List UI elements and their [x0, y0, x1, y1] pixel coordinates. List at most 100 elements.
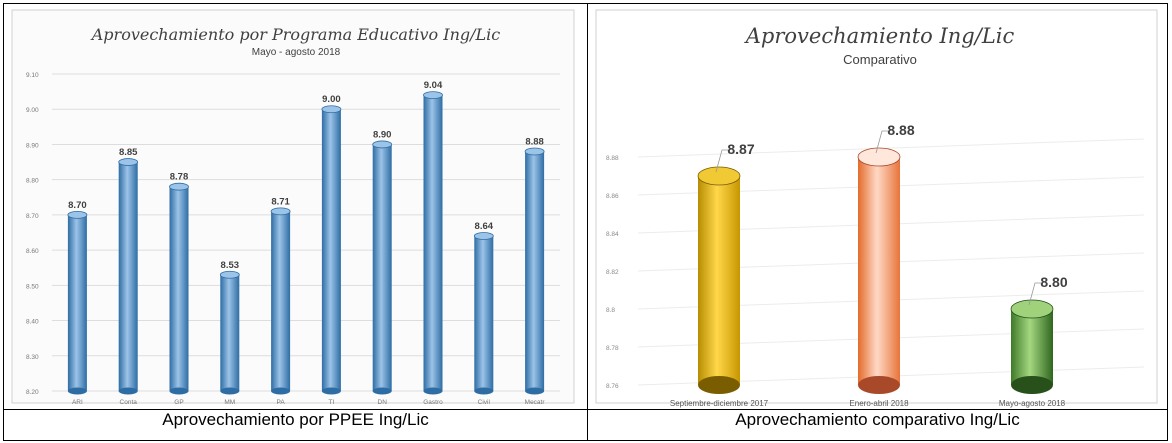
bar-top: [169, 182, 189, 191]
leader-line: [715, 149, 728, 173]
y-tick-label: 8.70: [26, 213, 39, 220]
y-tick-label: 8.88: [606, 155, 619, 162]
x-tick-label: Septiembre-diciembre 2017: [670, 399, 769, 408]
bar-base: [525, 387, 545, 395]
y-tick-label: 8.80: [26, 178, 39, 185]
chart-comparativo: Aprovechamiento Ing/Lic Comparativo 8.76 8.…: [595, 9, 1158, 408]
chart-subtitle: Mayo - agosto 2018: [252, 47, 341, 58]
data-label: 8.64: [475, 221, 494, 232]
y-tick-label: 8.86: [606, 193, 619, 200]
bar-base: [372, 387, 392, 395]
cylinder-2: [857, 147, 901, 394]
bar-top: [423, 91, 443, 100]
bar-body: [372, 144, 392, 391]
right-chart-cell: Aprovechamiento Ing/Lic Comparativo 8.76 8.…: [587, 3, 1168, 410]
data-label: 9.00: [322, 94, 341, 105]
bar-base: [169, 387, 189, 395]
bar-body: [525, 151, 545, 391]
x-tick-label: Enero-abril 2018: [849, 399, 909, 408]
data-label: 8.88: [887, 122, 914, 138]
data-label: 8.88: [525, 136, 544, 147]
chart-title: Aprovechamiento por Programa Educativo I…: [90, 25, 501, 44]
data-label: 9.04: [424, 80, 443, 91]
bar-top: [67, 210, 88, 219]
data-label: 8.87: [727, 141, 754, 157]
y-tick-label: 8.78: [606, 345, 619, 352]
y-tick-label: 8.30: [26, 354, 39, 361]
bar-top: [321, 105, 342, 114]
cylinder-body: [858, 157, 900, 385]
bar-civil: [473, 232, 494, 395]
x-tick-label: ARI: [72, 399, 83, 406]
bar-base: [67, 387, 87, 395]
bar-mecatr: [524, 147, 545, 395]
caption-right: Aprovechamiento comparativo Ing/Lic: [587, 409, 1168, 441]
cylinder-base: [858, 376, 900, 394]
bar-top: [524, 147, 545, 156]
bar-mm: [219, 270, 240, 395]
bar-body: [321, 109, 341, 391]
bar-body: [118, 162, 138, 391]
cylinder-top: [857, 147, 901, 167]
leader-line: [1028, 282, 1041, 306]
y-tick-label: 9.10: [26, 72, 39, 79]
x-tick-label: GP: [174, 399, 183, 406]
x-tick-label: PA: [276, 399, 285, 406]
y-tick-label: 8.40: [26, 319, 39, 326]
bar-top: [118, 158, 139, 166]
left-chart-cell: Aprovechamiento por Programa Educativo I…: [3, 3, 588, 410]
bar-base: [220, 387, 240, 395]
bar-base: [474, 387, 494, 395]
cylinder-3: [1010, 299, 1054, 394]
y-tick-label: 8.60: [26, 248, 39, 255]
y-tick-label: 8.82: [606, 269, 619, 276]
bar-top: [473, 232, 494, 240]
bar-conta: [118, 158, 139, 395]
gridline: [637, 138, 1145, 158]
layout-table: Aprovechamiento por Programa Educativo I…: [3, 3, 1168, 441]
data-label: 8.80: [1040, 274, 1067, 290]
chart-ppee: Aprovechamiento por Programa Educativo I…: [11, 9, 575, 406]
cylinder-body: [698, 176, 740, 385]
bar-base: [321, 387, 341, 395]
x-tick-label: TI: [329, 399, 335, 406]
y-tick-label: 9.00: [26, 107, 39, 114]
data-label: 8.85: [119, 147, 138, 158]
bar-body: [220, 274, 240, 391]
y-tick-label: 8.90: [26, 142, 39, 149]
bar-top: [219, 270, 240, 279]
bar-base: [118, 387, 138, 395]
x-tick-label: Gastro: [423, 399, 443, 406]
chart-subtitle: Comparativo: [843, 52, 917, 67]
data-label: 8.70: [68, 200, 87, 211]
y-tick-label: 8.84: [606, 231, 619, 238]
data-label: 8.90: [373, 129, 392, 140]
cylinder-body: [1011, 309, 1053, 385]
cylinder-base: [698, 376, 740, 394]
bar-body: [271, 211, 291, 391]
x-tick-label: Conta: [120, 399, 138, 406]
bar-base: [271, 387, 291, 395]
chart-title: Aprovechamiento Ing/Lic: [744, 24, 1015, 48]
data-label: 8.71: [271, 196, 290, 207]
y-tick-label: 8.76: [606, 383, 619, 390]
bar-body: [474, 236, 494, 391]
cylinder-top: [1010, 299, 1054, 319]
bar-pa: [270, 207, 291, 395]
bar-top: [270, 207, 291, 216]
x-tick-label: DN: [378, 399, 388, 406]
bar-base: [423, 387, 443, 395]
bar-body: [169, 186, 189, 391]
bar-gastro: [423, 91, 443, 395]
leader-line: [875, 130, 888, 154]
x-tick-label: Civil: [478, 399, 491, 406]
bar-gp: [169, 182, 189, 395]
x-tick-label: Mayo-agosto 2018: [999, 399, 1066, 408]
caption-left: Aprovechamiento por PPEE Ing/Lic: [3, 409, 588, 441]
bar-body: [67, 214, 87, 391]
data-label: 8.78: [170, 172, 189, 183]
bar-ti: [321, 105, 342, 395]
bar-dn: [372, 140, 393, 395]
cylinder-top: [697, 166, 741, 186]
